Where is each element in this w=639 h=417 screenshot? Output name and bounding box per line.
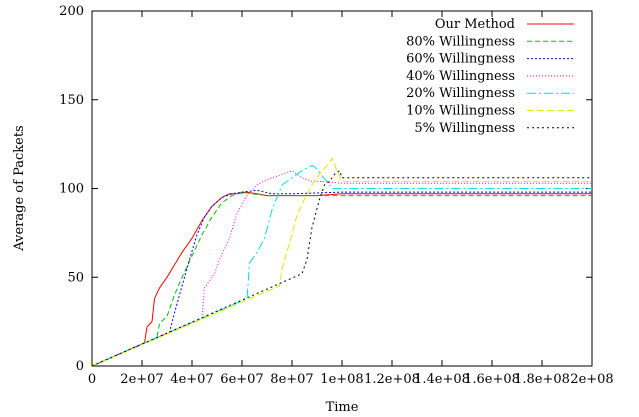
y-tick-label: 100 [59, 182, 84, 197]
x-tick-label: 6e+07 [220, 372, 263, 387]
x-tick-label: 4e+07 [170, 372, 213, 387]
x-tick-label: 1.6e+08 [464, 372, 520, 387]
legend-label: Our Method [435, 17, 515, 32]
legend-label: 20% Willingness [406, 86, 515, 101]
x-tick-label: 8e+07 [270, 372, 313, 387]
x-tick-label: 0 [88, 372, 96, 387]
y-tick-label: 50 [67, 270, 84, 285]
y-tick-label: 0 [76, 359, 84, 374]
x-tick-label: 2e+07 [120, 372, 163, 387]
series-line [91, 169, 592, 367]
x-tick-label: 1.2e+08 [364, 372, 420, 387]
x-tick-label: 2e+08 [570, 372, 613, 387]
y-tick-label: 200 [59, 4, 84, 19]
legend-label: 60% Willingness [406, 52, 515, 67]
series-line [91, 157, 592, 367]
x-tick-label: 1e+08 [320, 372, 363, 387]
series-lines [91, 157, 592, 367]
y-tick-label: 150 [59, 93, 84, 108]
axis-ticks [91, 10, 593, 367]
axis-tick-labels: 0 2e+07 4e+07 6e+07 8e+07 1e+08 1.2e+081.4e+08… [59, 4, 614, 387]
series-line [91, 189, 592, 367]
series-line [91, 191, 592, 367]
series-line [91, 170, 592, 367]
legend-label: 80% Willingness [406, 34, 515, 49]
legend: Our Method 80% Willingness 60% Willingness… [406, 17, 574, 136]
plot-frame [91, 10, 593, 367]
legend-label: 10% Willingness [406, 104, 515, 119]
legend-label: 5% Willingness [414, 121, 515, 136]
series-line [91, 191, 592, 367]
x-axis-title: Time [326, 400, 359, 415]
series-line [91, 164, 592, 367]
y-axis-title: Average of Packets [12, 125, 27, 251]
legend-label: 40% Willingness [406, 69, 515, 84]
x-tick-label: 1.4e+08 [414, 372, 470, 387]
x-tick-label: 1.8e+08 [514, 372, 570, 387]
